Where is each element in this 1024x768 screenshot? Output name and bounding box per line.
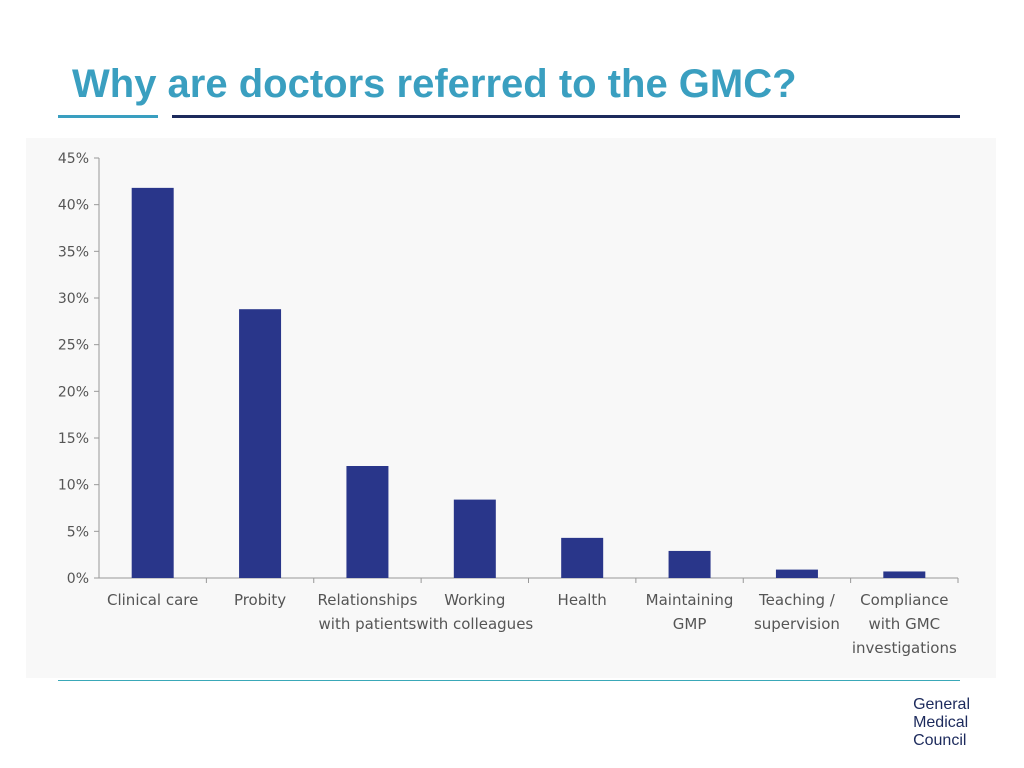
- y-tick-label: 35%: [58, 244, 89, 260]
- bar-4: [561, 537, 604, 578]
- y-tick-label: 20%: [58, 384, 89, 400]
- bar-7: [883, 571, 926, 578]
- x-tick-label: GMP: [673, 615, 707, 633]
- y-tick-label: 45%: [58, 151, 89, 167]
- y-tick-label: 40%: [58, 198, 89, 214]
- bar-3: [453, 499, 496, 578]
- bar-2: [346, 466, 389, 578]
- y-tick-label: 0%: [67, 571, 89, 587]
- x-tick-label: Clinical care: [107, 591, 198, 609]
- footer-rule: [58, 680, 960, 681]
- x-tick-label: Probity: [234, 591, 286, 609]
- y-tick-label: 15%: [58, 431, 89, 447]
- x-tick-label: with colleagues: [416, 615, 533, 633]
- logo-line-council: Council: [913, 732, 967, 749]
- logo-line-medical: Medical: [913, 714, 969, 731]
- x-tick-label: Working: [444, 591, 505, 609]
- chart-panel: 0% 5% 10% 15% 20% 25% 30% 35% 40% 45% Clinical car…: [26, 138, 996, 678]
- x-tick-label: Compliance: [860, 591, 948, 609]
- bar-6: [775, 569, 818, 578]
- title-underline-rule: [172, 115, 960, 118]
- x-tick-label: Teaching /: [758, 591, 836, 609]
- bar-5: [668, 550, 711, 578]
- x-tick-label: with GMC: [868, 615, 940, 633]
- bar-0: [131, 187, 174, 578]
- x-tick-label: supervision: [754, 615, 840, 633]
- logo-line-general: General: [913, 696, 970, 713]
- y-tick-label: 25%: [58, 338, 89, 354]
- x-tick-label: investigations: [852, 639, 957, 657]
- gmc-logo: General Medical Council: [913, 696, 970, 750]
- bar-1: [239, 309, 282, 578]
- x-tick-label: Health: [558, 591, 607, 609]
- x-tick-label: Relationships: [317, 591, 417, 609]
- y-tick-label: 10%: [58, 478, 89, 494]
- bar-chart: 0% 5% 10% 15% 20% 25% 30% 35% 40% 45% Clinical car…: [58, 151, 959, 657]
- y-tick-label: 5%: [67, 524, 89, 540]
- x-tick-label: with patients: [319, 615, 417, 633]
- x-tick-label: Maintaining: [646, 591, 734, 609]
- y-tick-label: 30%: [58, 291, 89, 307]
- slide-title: Why are doctors referred to the GMC?: [72, 62, 797, 106]
- title-accent-rule: [58, 115, 158, 118]
